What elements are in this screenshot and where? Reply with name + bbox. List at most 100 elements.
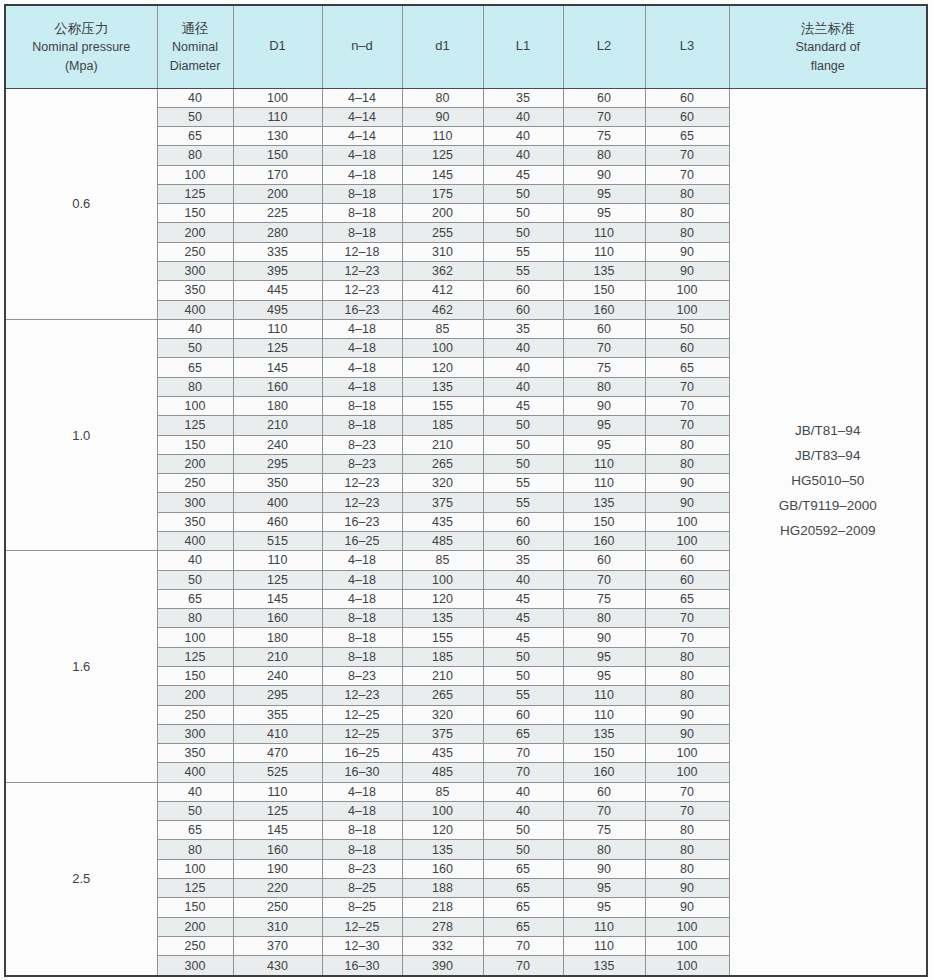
L2-cell: 150 bbox=[563, 512, 645, 531]
n-d-cell: 8–18 bbox=[322, 416, 402, 435]
d1-cell: 320 bbox=[402, 705, 483, 724]
header-nominal-pressure: 公称压力 Nominal pressure (Mpa) bbox=[5, 5, 157, 88]
L3-cell: 65 bbox=[645, 358, 729, 377]
diameter-cell: 65 bbox=[157, 821, 233, 840]
L2-cell: 75 bbox=[563, 589, 645, 608]
L1-cell: 60 bbox=[483, 705, 563, 724]
d1-cell: 485 bbox=[402, 763, 483, 782]
D1-cell: 350 bbox=[233, 474, 322, 493]
D1-cell: 125 bbox=[233, 339, 322, 358]
L2-cell: 80 bbox=[563, 377, 645, 396]
L3-cell: 70 bbox=[645, 377, 729, 396]
diameter-cell: 400 bbox=[157, 531, 233, 550]
L3-cell: 80 bbox=[645, 859, 729, 878]
L1-cell: 65 bbox=[483, 859, 563, 878]
L3-cell: 60 bbox=[645, 88, 729, 107]
d1-cell: 135 bbox=[402, 840, 483, 859]
L2-cell: 70 bbox=[563, 570, 645, 589]
header-d1: d1 bbox=[402, 5, 483, 88]
d1-cell: 435 bbox=[402, 512, 483, 531]
n-d-cell: 16–30 bbox=[322, 763, 402, 782]
D1-cell: 370 bbox=[233, 936, 322, 955]
d1-cell: 185 bbox=[402, 416, 483, 435]
flange-spec-page: 公称压力 Nominal pressure (Mpa) 通径 Nominal D… bbox=[0, 0, 933, 980]
D1-cell: 210 bbox=[233, 416, 322, 435]
D1-cell: 250 bbox=[233, 898, 322, 917]
d1-cell: 120 bbox=[402, 589, 483, 608]
L3-cell: 70 bbox=[645, 609, 729, 628]
L1-cell: 35 bbox=[483, 319, 563, 338]
header-pressure-zh: 公称压力 bbox=[6, 19, 157, 39]
L3-cell: 100 bbox=[645, 512, 729, 531]
L2-cell: 110 bbox=[563, 705, 645, 724]
L1-cell: 50 bbox=[483, 184, 563, 203]
n-d-cell: 8–23 bbox=[322, 435, 402, 454]
L3-cell: 80 bbox=[645, 647, 729, 666]
header-pressure-en: Nominal pressure bbox=[6, 38, 157, 56]
D1-cell: 160 bbox=[233, 377, 322, 396]
D1-cell: 240 bbox=[233, 435, 322, 454]
L2-cell: 160 bbox=[563, 763, 645, 782]
n-d-cell: 12–23 bbox=[322, 493, 402, 512]
L1-cell: 55 bbox=[483, 493, 563, 512]
standard-line: JB/T83–94 bbox=[730, 444, 927, 469]
diameter-cell: 300 bbox=[157, 724, 233, 743]
diameter-cell: 80 bbox=[157, 840, 233, 859]
L2-cell: 160 bbox=[563, 531, 645, 550]
D1-cell: 150 bbox=[233, 146, 322, 165]
n-d-cell: 8–25 bbox=[322, 898, 402, 917]
header-n-d-label: n–d bbox=[323, 37, 402, 56]
L2-cell: 160 bbox=[563, 300, 645, 319]
L1-cell: 60 bbox=[483, 281, 563, 300]
d1-cell: 120 bbox=[402, 821, 483, 840]
D1-cell: 180 bbox=[233, 628, 322, 647]
n-d-cell: 8–18 bbox=[322, 609, 402, 628]
L1-cell: 50 bbox=[483, 416, 563, 435]
standard-line: GB/T9119–2000 bbox=[730, 494, 927, 519]
L2-cell: 95 bbox=[563, 879, 645, 898]
L1-cell: 40 bbox=[483, 782, 563, 801]
d1-cell: 125 bbox=[402, 146, 483, 165]
n-d-cell: 4–18 bbox=[322, 319, 402, 338]
L2-cell: 150 bbox=[563, 281, 645, 300]
header-standard-en1: Standard of bbox=[730, 38, 927, 56]
n-d-cell: 8–23 bbox=[322, 454, 402, 473]
D1-cell: 280 bbox=[233, 223, 322, 242]
L3-cell: 100 bbox=[645, 936, 729, 955]
diameter-cell: 50 bbox=[157, 107, 233, 126]
D1-cell: 125 bbox=[233, 801, 322, 820]
L2-cell: 75 bbox=[563, 127, 645, 146]
diameter-cell: 80 bbox=[157, 146, 233, 165]
L2-cell: 110 bbox=[563, 454, 645, 473]
L1-cell: 55 bbox=[483, 686, 563, 705]
n-d-cell: 12–25 bbox=[322, 705, 402, 724]
n-d-cell: 16–25 bbox=[322, 744, 402, 763]
L2-cell: 60 bbox=[563, 551, 645, 570]
D1-cell: 525 bbox=[233, 763, 322, 782]
L3-cell: 90 bbox=[645, 705, 729, 724]
header-diameter-zh: 通径 bbox=[158, 19, 233, 39]
n-d-cell: 16–25 bbox=[322, 531, 402, 550]
diameter-cell: 350 bbox=[157, 512, 233, 531]
diameter-cell: 65 bbox=[157, 589, 233, 608]
diameter-cell: 40 bbox=[157, 782, 233, 801]
n-d-cell: 4–18 bbox=[322, 782, 402, 801]
D1-cell: 445 bbox=[233, 281, 322, 300]
D1-cell: 225 bbox=[233, 204, 322, 223]
diameter-cell: 150 bbox=[157, 435, 233, 454]
L1-cell: 45 bbox=[483, 589, 563, 608]
standard-line: HG20592–2009 bbox=[730, 519, 927, 544]
d1-cell: 90 bbox=[402, 107, 483, 126]
L1-cell: 55 bbox=[483, 242, 563, 261]
n-d-cell: 4–18 bbox=[322, 551, 402, 570]
d1-cell: 120 bbox=[402, 358, 483, 377]
n-d-cell: 8–23 bbox=[322, 666, 402, 685]
diameter-cell: 400 bbox=[157, 300, 233, 319]
n-d-cell: 16–23 bbox=[322, 300, 402, 319]
L3-cell: 65 bbox=[645, 127, 729, 146]
d1-cell: 155 bbox=[402, 397, 483, 416]
d1-cell: 485 bbox=[402, 531, 483, 550]
diameter-cell: 250 bbox=[157, 936, 233, 955]
diameter-cell: 40 bbox=[157, 551, 233, 570]
d1-cell: 320 bbox=[402, 474, 483, 493]
